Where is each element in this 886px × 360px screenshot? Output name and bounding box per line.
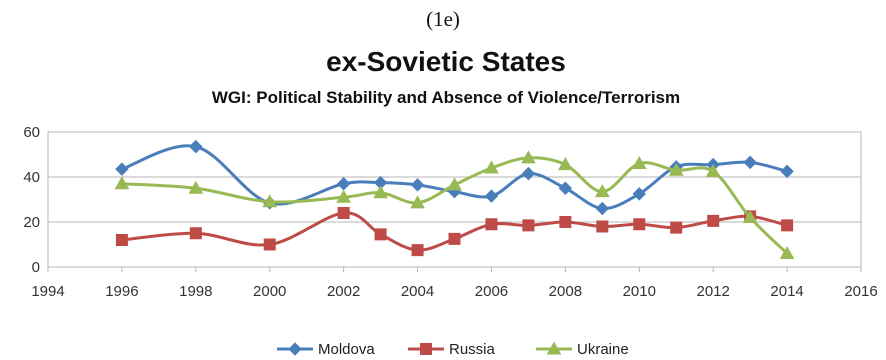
data-point-ukraine — [484, 160, 499, 174]
y-tick-label: 40 — [23, 169, 40, 186]
data-point-ukraine — [373, 185, 388, 199]
data-point-moldova — [632, 187, 646, 201]
data-point-russia — [559, 216, 572, 228]
series-lines — [114, 139, 795, 259]
data-point-moldova — [115, 162, 129, 176]
x-tick-label: 2012 — [696, 283, 729, 300]
data-point-russia — [670, 221, 683, 234]
data-point-russia — [448, 232, 461, 245]
y-tick-label: 60 — [23, 124, 40, 141]
data-point-ukraine — [594, 184, 610, 198]
x-tick-label: 2000 — [253, 283, 286, 300]
plot-area — [47, 131, 862, 268]
data-point-ukraine — [188, 180, 204, 194]
y-tick-label: 20 — [23, 214, 40, 231]
data-point-ukraine — [779, 245, 795, 259]
x-tick-label: 1996 — [105, 283, 138, 300]
data-point-moldova — [484, 189, 499, 203]
data-point-russia — [596, 220, 609, 233]
data-point-moldova — [743, 155, 757, 170]
x-tick-label: 2014 — [770, 283, 803, 300]
chart-title: ex-Sovietic States — [326, 46, 566, 77]
data-point-russia — [374, 228, 387, 241]
data-point-ukraine — [114, 176, 130, 190]
x-tick-label: 2002 — [327, 283, 360, 300]
data-point-moldova — [595, 201, 610, 216]
data-point-russia — [337, 207, 350, 219]
data-point-russia — [522, 219, 535, 232]
x-tick-label: 2006 — [475, 283, 508, 300]
x-tick-label: 1994 — [31, 283, 64, 300]
data-point-russia — [707, 214, 720, 227]
data-point-ukraine — [447, 177, 462, 191]
data-point-russia — [411, 244, 424, 257]
data-point-moldova — [410, 178, 425, 192]
data-point-moldova — [558, 181, 573, 195]
series-line-russia — [121, 211, 788, 252]
legend-label-moldova: Moldova — [318, 341, 375, 358]
chart-subtitle: WGI: Political Stability and Absence of … — [212, 88, 680, 107]
data-point-ukraine — [262, 194, 278, 208]
data-point-ukraine — [705, 163, 721, 177]
data-point-ukraine — [668, 162, 684, 176]
data-point-moldova — [780, 164, 794, 179]
data-point-moldova — [189, 139, 203, 154]
data-point-russia — [781, 219, 794, 232]
grid-lines — [48, 176, 861, 223]
data-point-russia — [633, 218, 646, 231]
x-tick-label: 2008 — [549, 283, 582, 300]
x-tick-label: 1998 — [179, 283, 212, 300]
x-tick-label: 2016 — [844, 283, 877, 300]
data-point-ukraine — [410, 195, 425, 209]
data-point-ukraine — [742, 209, 758, 223]
legend-marker-ukraine — [546, 341, 562, 355]
series-line-ukraine — [121, 156, 789, 255]
axis-ticks: 0 20 40 60 1994 1996 1998 2000 2002 2004 2006 2008 2… — [23, 124, 877, 300]
x-tick-label: 2004 — [401, 283, 434, 300]
x-tick-label: 2010 — [623, 283, 656, 300]
data-point-russia — [263, 238, 276, 251]
y-tick-label: 0 — [32, 259, 40, 276]
data-point-ukraine — [521, 150, 536, 164]
data-point-russia — [115, 234, 128, 246]
legend-label-ukraine: Ukraine — [577, 341, 629, 358]
data-point-ukraine — [558, 157, 573, 171]
data-point-russia — [485, 218, 498, 231]
data-point-ukraine — [336, 189, 351, 203]
legend-label-russia: Russia — [449, 341, 496, 358]
data-point-russia — [189, 227, 202, 240]
data-point-ukraine — [631, 155, 647, 169]
panel-label: (1e) — [426, 7, 460, 31]
legend-marker-moldova — [288, 342, 302, 356]
legend-marker-russia — [420, 343, 432, 355]
data-point-moldova — [521, 166, 536, 181]
legend: Moldova Russia Ukraine — [277, 341, 629, 358]
